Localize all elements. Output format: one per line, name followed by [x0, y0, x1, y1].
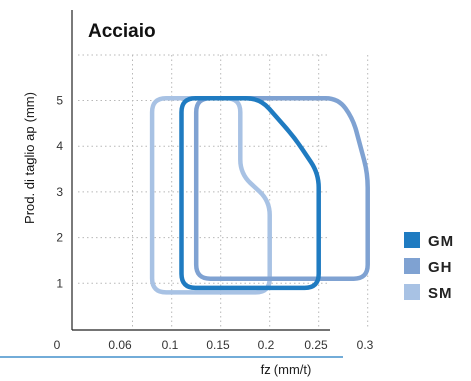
y-tick-labels: 1 2 3 4 5	[56, 94, 63, 291]
x-tick-label-0.06: 0.06	[108, 338, 132, 352]
y-axis-label: Prod. di taglio ap	[22, 126, 37, 224]
legend-swatch-gh	[404, 258, 420, 274]
chart-title: Acciaio	[88, 21, 156, 42]
x-axis-unit: (mm/t)	[274, 362, 312, 377]
legend-swatch-gm	[404, 232, 420, 248]
x-axis-title: fz (mm/t)	[261, 362, 312, 377]
y-axis-unit: (mm)	[22, 92, 37, 122]
y-tick-label-1: 1	[56, 276, 63, 290]
series-shape-sm	[149, 95, 272, 295]
x-tick-label-0.25: 0.25	[304, 338, 328, 352]
x-tick-label-0: 0	[54, 338, 61, 352]
y-tick-label-5: 5	[56, 94, 63, 108]
legend-label-gm: GM	[428, 233, 454, 250]
x-tick-label-0.1: 0.1	[162, 338, 179, 352]
x-tick-label-0.15: 0.15	[206, 338, 230, 352]
y-tick-label-4: 4	[56, 139, 63, 153]
legend-label-sm: SM	[428, 285, 453, 302]
x-tick-label-0.2: 0.2	[258, 338, 275, 352]
legend-swatch-sm	[404, 284, 420, 300]
series-shape-gh	[193, 95, 370, 281]
series-shape-gm	[179, 95, 321, 291]
legend-label-gh: GH	[428, 259, 453, 276]
y-axis-title: Prod. di taglio ap (mm)	[22, 92, 37, 224]
legend: GM GH SM	[404, 232, 454, 302]
y-tick-label-2: 2	[56, 231, 63, 245]
series-shapes	[149, 95, 370, 295]
x-axis-label: fz	[261, 362, 271, 377]
y-tick-label-3: 3	[56, 185, 63, 199]
x-tick-label-0.3: 0.3	[357, 338, 374, 352]
x-tick-labels: 0 0.06 0.1 0.15 0.2 0.25 0.3	[54, 338, 374, 352]
